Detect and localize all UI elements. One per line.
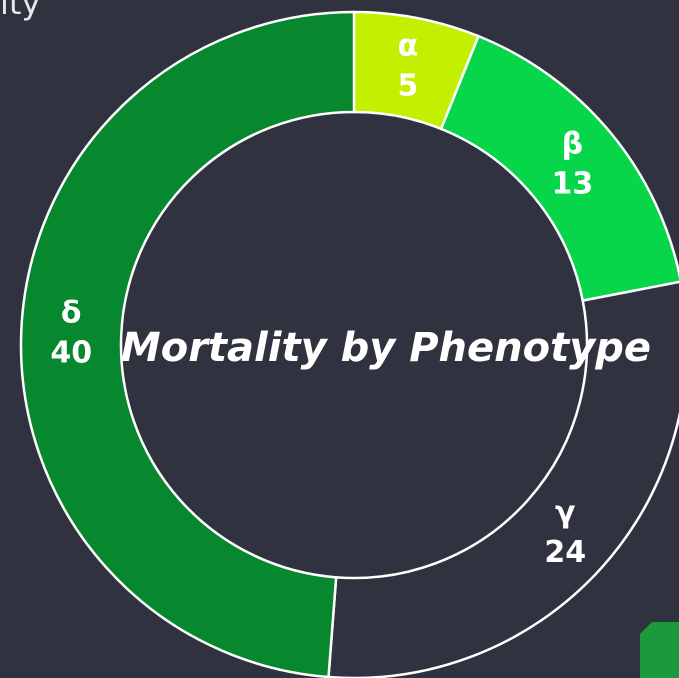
slice-value: 24 [544,535,586,570]
donut-slice [439,34,679,303]
slide-title-fragment: ity [0,0,40,22]
chart-title: Mortality by Phenotype [121,325,651,371]
slice-value: 13 [551,166,593,201]
slice-value: 5 [397,69,418,104]
decoration [640,622,679,678]
slice-name: β [562,126,583,161]
donut-slice [19,10,356,678]
slice-name: α [398,29,419,64]
slice-name: δ [61,296,82,331]
slice-value: 40 [50,336,92,371]
slice-name: γ [555,495,575,530]
